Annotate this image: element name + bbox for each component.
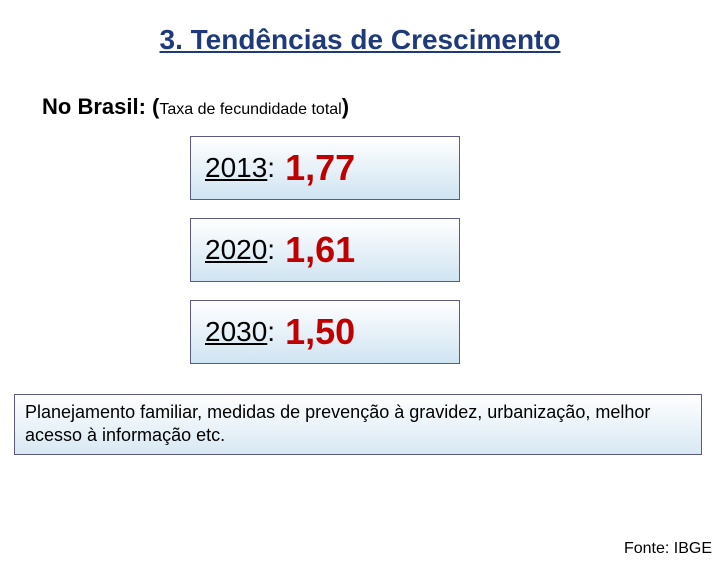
stat-value: 1,77 xyxy=(285,147,355,189)
stat-colon: : xyxy=(267,316,275,348)
paren-close: ) xyxy=(342,94,349,119)
source-label: Fonte: IBGE xyxy=(624,540,712,558)
note-box: Planejamento familiar, medidas de preven… xyxy=(14,394,702,455)
stat-colon: : xyxy=(267,234,275,266)
stat-box-2013: 2013: 1,77 xyxy=(190,136,460,200)
stat-colon: : xyxy=(267,152,275,184)
stat-value: 1,50 xyxy=(285,311,355,353)
stat-year: 2013 xyxy=(205,152,267,184)
stat-value: 1,61 xyxy=(285,229,355,271)
stat-box-2020: 2020: 1,61 xyxy=(190,218,460,282)
subtitle-inner: Taxa de fecundidade total xyxy=(159,101,341,118)
stat-box-2030: 2030: 1,50 xyxy=(190,300,460,364)
subtitle-lead: No Brasil: xyxy=(42,94,152,119)
stat-year: 2020 xyxy=(205,234,267,266)
subtitle: No Brasil: (Taxa de fecundidade total) xyxy=(42,94,720,120)
slide-title: 3. Tendências de Crescimento xyxy=(0,24,720,56)
stat-year: 2030 xyxy=(205,316,267,348)
